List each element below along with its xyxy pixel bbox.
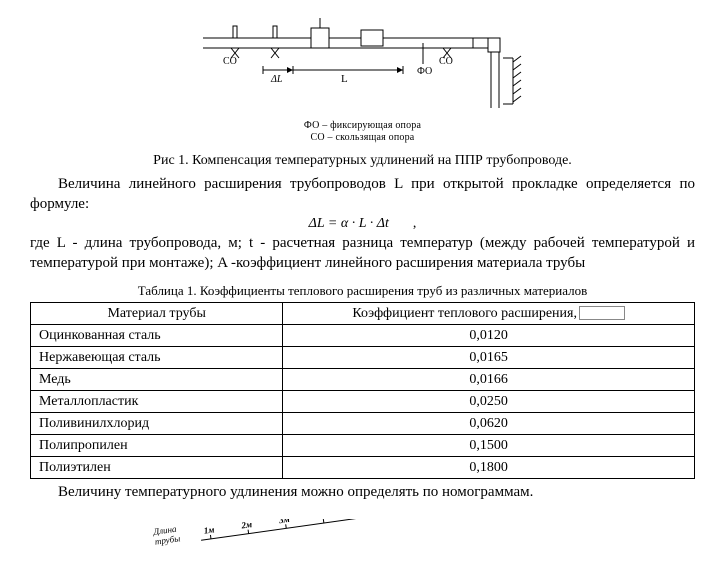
nomogram-ruler: Длина трубы 1м 2м 3м 4м 5м 6м 7м 8м 9м 1… <box>153 519 573 549</box>
figure-caption: Рис 1. Компенсация температурных удлинен… <box>30 153 695 169</box>
table-row: Полиэтилен 0,1800 <box>31 457 695 479</box>
delta-l-label: ΔL <box>270 74 283 85</box>
unit-blank-icon <box>579 306 625 320</box>
legend-co: СО – скользящая опора <box>30 132 695 144</box>
table-caption: Таблица 1. Коэффициенты теплового расшир… <box>30 283 695 299</box>
co-label-right: CO <box>439 56 453 67</box>
cell-material: Полиэтилен <box>31 457 283 479</box>
col-coef: Коэффициент теплового расширения, <box>283 303 695 325</box>
paragraph-1: Величина линейного расширения трубопрово… <box>30 175 695 214</box>
table-row: Оцинкованная сталь 0,0120 <box>31 325 695 347</box>
cell-value: 0,0166 <box>283 369 695 391</box>
col-material: Материал трубы <box>31 303 283 325</box>
cell-material: Металлопластик <box>31 391 283 413</box>
table-row: Поливинилхлорид 0,0620 <box>31 413 695 435</box>
cell-value: 0,0620 <box>283 413 695 435</box>
table-row: Полипропилен 0,1500 <box>31 435 695 457</box>
cell-material: Медь <box>31 369 283 391</box>
co-label-left: CO <box>223 56 237 67</box>
page: CO CO ФО ΔL L ФО – фиксирующая опора СО … <box>0 0 725 557</box>
ruler-tick: 2м <box>239 519 252 531</box>
ruler-tick: 4м <box>315 519 328 520</box>
pipe-diagram: CO CO ФО ΔL L <box>193 8 533 118</box>
fo-label: ФО <box>417 66 432 77</box>
coefficients-table: Материал трубы Коэффициент теплового рас… <box>30 302 695 479</box>
cell-material: Нержавеющая сталь <box>31 347 283 369</box>
ruler-title-2: трубы <box>154 533 181 546</box>
ruler-tick: 1м <box>203 524 215 535</box>
diagram-legend: ФО – фиксирующая опора СО – скользящая о… <box>30 120 695 143</box>
cell-material: Оцинкованная сталь <box>31 325 283 347</box>
table-row: Металлопластик 0,0250 <box>31 391 695 413</box>
paragraph-3: Величину температурного удлинения можно … <box>30 483 695 503</box>
cell-value: 0,0120 <box>283 325 695 347</box>
cell-material: Поливинилхлорид <box>31 413 283 435</box>
ruler-tick: 3м <box>277 519 290 525</box>
cell-material: Полипропилен <box>31 435 283 457</box>
formula-text: ΔL = α · L · Δt <box>309 216 389 231</box>
table-row: Нержавеющая сталь 0,0165 <box>31 347 695 369</box>
l-label: L <box>341 73 348 85</box>
legend-fo: ФО – фиксирующая опора <box>30 120 695 132</box>
cell-value: 0,1800 <box>283 457 695 479</box>
table-row: Медь 0,0166 <box>31 369 695 391</box>
cell-value: 0,1500 <box>283 435 695 457</box>
cell-value: 0,0165 <box>283 347 695 369</box>
formula: ΔL = α · L · Δt, <box>30 216 695 232</box>
col-coef-text: Коэффициент теплового расширения, <box>352 306 577 321</box>
cell-value: 0,0250 <box>283 391 695 413</box>
paragraph-2: где L - длина трубопровода, м; t - расче… <box>30 234 695 273</box>
